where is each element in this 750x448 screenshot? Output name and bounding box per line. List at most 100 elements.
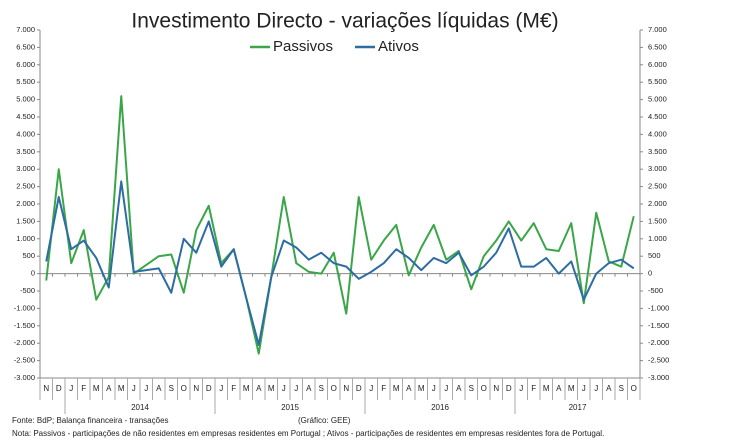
x-tick-label: A xyxy=(406,384,412,393)
year-label: 2014 xyxy=(131,403,149,412)
y2-tick-label: 5.500 xyxy=(648,77,667,86)
x-tick-label: A xyxy=(156,384,162,393)
y-tick-label: -2.000 xyxy=(14,338,35,347)
y-tick-label: 1.500 xyxy=(16,216,35,225)
y-tick-label: 3.000 xyxy=(16,164,35,173)
y2-tick-label: 7.000 xyxy=(648,25,667,34)
x-tick-label: S xyxy=(469,384,474,393)
chart-title: Investimento Directo - variações líquida… xyxy=(131,10,558,33)
x-tick-label: F xyxy=(531,384,536,393)
x-tick-label: J xyxy=(144,384,148,393)
y2-tick-label: 4.500 xyxy=(648,112,667,121)
y2-tick-label: 0 xyxy=(648,269,652,278)
y-tick-label: 7.000 xyxy=(16,25,35,34)
y-tick-label: 2.500 xyxy=(16,182,35,191)
x-tick-label: J xyxy=(69,384,73,393)
x-tick-label: D xyxy=(506,384,512,393)
x-tick-label: A xyxy=(456,384,462,393)
x-tick-label: D xyxy=(56,384,62,393)
x-tick-label: A xyxy=(606,384,612,393)
note: Nota: Passivos - participações de não re… xyxy=(12,429,604,438)
x-tick-label: A xyxy=(256,384,262,393)
x-tick-label: S xyxy=(619,384,624,393)
legend-label: Passivos xyxy=(273,38,333,55)
y2-tick-label: 6.000 xyxy=(648,60,667,69)
y2-tick-label: 2.000 xyxy=(648,199,667,208)
x-tick-label: J xyxy=(444,384,448,393)
y-tick-label: 3.500 xyxy=(16,147,35,156)
legend-label: Ativos xyxy=(378,38,419,55)
y2-tick-label: 5.000 xyxy=(648,95,667,104)
y2-tick-label: 1.000 xyxy=(648,234,667,243)
x-tick-label: D xyxy=(356,384,362,393)
y-tick-label: 1.000 xyxy=(16,234,35,243)
x-tick-label: M xyxy=(393,384,400,393)
series-line xyxy=(45,180,635,346)
x-tick-label: J xyxy=(294,384,298,393)
y-tick-label: 6.500 xyxy=(16,42,35,51)
x-tick-label: J xyxy=(369,384,373,393)
x-tick-label: M xyxy=(243,384,250,393)
y2-tick-label: 500 xyxy=(648,251,661,260)
y-tick-label: 4.000 xyxy=(16,129,35,138)
y2-tick-label: -3.000 xyxy=(648,373,669,382)
y2-tick-label: 3.500 xyxy=(648,147,667,156)
x-tick-label: F xyxy=(381,384,386,393)
x-tick-label: M xyxy=(568,384,575,393)
x-tick-label: F xyxy=(81,384,86,393)
year-label: 2017 xyxy=(569,403,587,412)
credit: (Gráfico: GEE) xyxy=(298,416,351,425)
x-tick-label: S xyxy=(169,384,174,393)
y2-tick-label: -500 xyxy=(648,286,663,295)
x-tick-label: J xyxy=(219,384,223,393)
y2-tick-label: -1.500 xyxy=(648,321,669,330)
y-tick-label: -1.500 xyxy=(14,321,35,330)
x-tick-label: F xyxy=(231,384,236,393)
x-tick-label: O xyxy=(481,384,487,393)
x-tick-label: M xyxy=(118,384,125,393)
x-tick-label: A xyxy=(556,384,562,393)
x-tick-label: A xyxy=(106,384,112,393)
year-label: 2016 xyxy=(431,403,449,412)
x-tick-label: J xyxy=(594,384,598,393)
y2-tick-label: 2.500 xyxy=(648,182,667,191)
y-tick-label: 6.000 xyxy=(16,60,35,69)
y2-tick-label: 4.000 xyxy=(648,129,667,138)
x-tick-label: M xyxy=(93,384,100,393)
x-tick-label: O xyxy=(181,384,187,393)
y-tick-label: -1.000 xyxy=(14,303,35,312)
y-tick-label: 2.000 xyxy=(16,199,35,208)
x-tick-label: J xyxy=(432,384,436,393)
x-tick-label: S xyxy=(319,384,324,393)
y-tick-label: 4.500 xyxy=(16,112,35,121)
x-tick-label: J xyxy=(132,384,136,393)
y-tick-label: 0 xyxy=(31,269,35,278)
x-tick-label: J xyxy=(282,384,286,393)
x-tick-label: O xyxy=(631,384,637,393)
x-tick-label: N xyxy=(43,384,49,393)
x-tick-label: J xyxy=(582,384,586,393)
y2-tick-label: 6.500 xyxy=(648,42,667,51)
y2-tick-label: 1.500 xyxy=(648,216,667,225)
x-tick-label: M xyxy=(418,384,425,393)
series-line xyxy=(45,95,635,355)
x-tick-label: J xyxy=(519,384,523,393)
x-tick-label: N xyxy=(193,384,199,393)
y2-tick-label: -2.000 xyxy=(648,338,669,347)
y-tick-label: 5.500 xyxy=(16,77,35,86)
x-tick-label: N xyxy=(493,384,499,393)
x-tick-label: M xyxy=(543,384,550,393)
y-tick-label: 5.000 xyxy=(16,95,35,104)
x-tick-label: A xyxy=(306,384,312,393)
y-tick-label: -3.000 xyxy=(14,373,35,382)
year-label: 2015 xyxy=(281,403,299,412)
y2-tick-label: -1.000 xyxy=(648,303,669,312)
y-tick-label: 500 xyxy=(22,251,35,260)
x-tick-label: M xyxy=(268,384,275,393)
x-tick-label: O xyxy=(331,384,337,393)
x-tick-label: N xyxy=(343,384,349,393)
source: Fonte: BdP; Balança financeira - transaç… xyxy=(12,416,169,425)
y-tick-label: -2.500 xyxy=(14,356,35,365)
y2-tick-label: 3.000 xyxy=(648,164,667,173)
